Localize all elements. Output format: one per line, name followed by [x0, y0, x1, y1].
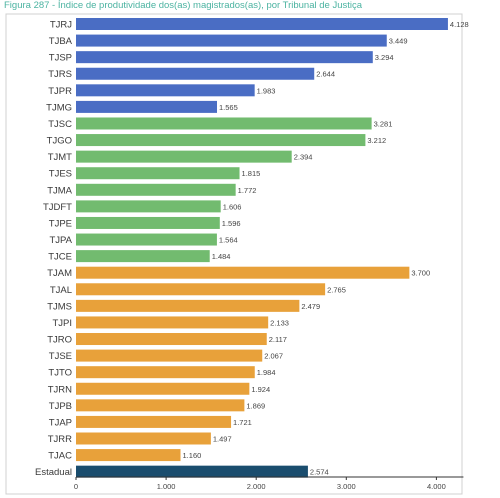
value-label-estadual: 2.574 — [310, 468, 329, 477]
bar-tjce — [76, 250, 210, 263]
bar-tjrr — [76, 432, 211, 445]
bar-tjrj — [76, 18, 448, 30]
value-label-tjpe: 1.596 — [222, 219, 241, 228]
bar-tjro — [76, 333, 267, 346]
x-tick-label-1: 1.000 — [157, 482, 176, 491]
bar-tjma — [76, 183, 236, 196]
category-label-tjrs: TJRS — [48, 69, 72, 80]
category-label-tjba: TJBA — [49, 36, 73, 47]
value-label-tjpi: 2.133 — [270, 318, 289, 327]
bar-tjrn — [76, 382, 250, 395]
value-label-tjce: 1.484 — [212, 252, 231, 261]
bar-tjap — [76, 415, 232, 428]
category-label-tjce: TJCE — [48, 252, 72, 263]
x-tick-label-4: 4.000 — [427, 482, 446, 491]
value-label-tjal: 2.765 — [327, 285, 346, 294]
category-label-tjgo: TJGO — [47, 136, 72, 147]
category-label-tjmg: TJMG — [46, 102, 72, 113]
value-label-tjes: 1.815 — [242, 169, 261, 178]
bar-tjpb — [76, 399, 245, 412]
value-label-tjpr: 1.983 — [257, 86, 276, 95]
bar-tjse — [76, 349, 263, 362]
category-label-tjpe: TJPE — [49, 218, 72, 229]
category-label-tjap: TJAP — [49, 417, 72, 428]
category-label-tjes: TJES — [49, 169, 72, 180]
chart-title: Figura 287 - Índice de produtividade dos… — [4, 0, 363, 11]
bar-tjpi — [76, 316, 269, 329]
category-label-tjal: TJAL — [50, 285, 72, 296]
value-label-tjam: 3.700 — [411, 269, 430, 278]
category-label-tjrr: TJRR — [48, 434, 72, 445]
bar-tjmg — [76, 100, 218, 113]
bar-tjsp — [76, 51, 373, 64]
bar-tjal — [76, 283, 326, 296]
value-label-tjrr: 1.497 — [213, 435, 232, 444]
bar-tjpa — [76, 233, 217, 246]
value-label-tjrn: 1.924 — [251, 385, 270, 394]
bar-tjba — [76, 34, 387, 47]
bar-tjdft — [76, 200, 221, 213]
value-label-tjse: 2.067 — [264, 352, 283, 361]
bar-tjpr — [76, 84, 255, 97]
category-label-tjpa: TJPA — [49, 235, 72, 246]
bars-layer: TJRJ 4.128 TJBA 3.449 TJSP 3.294 TJRS 2.644 TJPR… — [35, 18, 469, 478]
value-label-tjma: 1.772 — [238, 186, 257, 195]
bar-tjto — [76, 366, 255, 379]
category-label-tjam: TJAM — [47, 268, 72, 279]
category-label-tjro: TJRO — [47, 335, 72, 346]
category-label-tjpb: TJPB — [49, 401, 72, 412]
value-label-tjrj: 4.128 — [450, 20, 469, 29]
bar-estadual — [76, 465, 308, 478]
category-label-tjrn: TJRN — [48, 384, 72, 395]
bar-tjrs — [76, 67, 315, 80]
value-label-tjba: 3.449 — [389, 37, 408, 46]
value-label-tjpb: 1.869 — [246, 401, 265, 410]
bar-tjms — [76, 299, 300, 312]
x-tick-label-0: 0 — [74, 482, 78, 491]
bar-tjes — [76, 167, 240, 180]
bar-tjmt — [76, 150, 292, 163]
value-label-tjac: 1.160 — [183, 451, 202, 460]
value-label-tjmt: 2.394 — [294, 153, 313, 162]
category-label-tjac: TJAC — [48, 451, 72, 462]
x-tick-label-2: 2.000 — [247, 482, 266, 491]
category-label-estadual: Estadual — [35, 467, 72, 478]
value-label-tjpa: 1.564 — [219, 236, 238, 245]
x-axis: 0 1.000 2.000 3.000 4.000 — [74, 476, 464, 491]
bar-tjam — [76, 266, 410, 279]
category-label-tjms: TJMS — [47, 301, 72, 312]
value-label-tjto: 1.984 — [257, 368, 276, 377]
category-label-tjto: TJTO — [48, 368, 72, 379]
category-label-tjsc: TJSC — [48, 119, 72, 130]
chart-border — [5, 13, 463, 495]
bar-tjsc — [76, 117, 372, 130]
value-label-tjsc: 3.281 — [374, 119, 393, 128]
value-label-tjrs: 2.644 — [316, 70, 335, 79]
value-label-tjro: 2.117 — [269, 335, 287, 344]
bar-tjpe — [76, 216, 220, 229]
category-label-tjpi: TJPI — [52, 318, 72, 329]
value-label-tjmg: 1.565 — [219, 103, 238, 112]
x-tick-label-3: 3.000 — [337, 482, 356, 491]
category-label-tjsp: TJSP — [49, 53, 72, 64]
value-label-tjgo: 3.212 — [367, 136, 386, 145]
category-label-tjse: TJSE — [49, 351, 72, 362]
category-label-tjpr: TJPR — [48, 86, 72, 97]
category-label-tjma: TJMA — [47, 185, 72, 196]
value-label-tjdft: 1.606 — [223, 202, 242, 211]
value-label-tjsp: 3.294 — [375, 53, 394, 62]
category-label-tjdft: TJDFT — [43, 202, 72, 213]
category-label-tjrj: TJRJ — [50, 20, 72, 31]
bar-tjac — [76, 449, 181, 462]
bar-tjgo — [76, 134, 366, 147]
value-label-tjms: 2.479 — [301, 302, 320, 311]
value-label-tjap: 1.721 — [233, 418, 252, 427]
category-label-tjmt: TJMT — [48, 152, 72, 163]
